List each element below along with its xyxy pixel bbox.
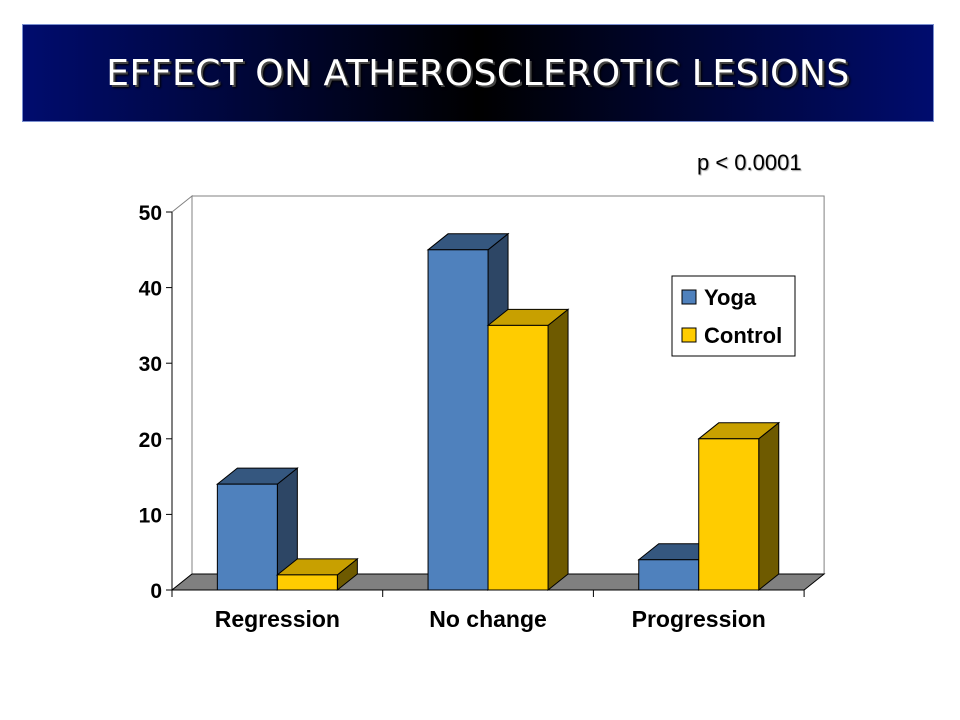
bars [215,232,781,592]
bar [486,308,570,592]
legend-label: Control [704,323,782,348]
bar-front [216,483,278,591]
bar-side [758,421,780,592]
legend-swatch [681,289,697,305]
legend-swatch [681,327,697,343]
x-category-label: Regression [215,606,340,632]
bar-front [638,559,700,591]
bar [215,467,299,592]
bar-front [487,324,549,591]
bar-side [547,308,569,592]
legend: Yoga Control [671,275,796,357]
bar [697,421,781,592]
side-wall [171,194,193,592]
slide-title: EFFECT ON ATHEROSCLEROTIC LESIONS [106,52,850,94]
p-value-annotation: p < 0.0001 [697,150,802,175]
y-axis: 0 10 20 30 40 50 [139,202,173,603]
bar-front [698,438,760,591]
bar [275,557,359,592]
bar-front [276,574,338,591]
y-tick-label: 0 [150,580,162,603]
y-tick-label: 20 [139,429,162,452]
x-category-label: Progression [632,606,766,632]
x-axis: Regression No change Progression [171,589,805,632]
x-category-label: No change [429,606,547,632]
y-tick-label: 30 [139,353,162,376]
y-tick-label: 10 [139,504,162,527]
y-tick-label: 50 [139,202,162,225]
title-banner: EFFECT ON ATHEROSCLEROTIC LESIONS [22,24,934,122]
legend-label: Yoga [704,285,757,310]
bar-front [427,249,489,591]
y-tick-label: 40 [139,278,162,301]
legend-box [671,275,796,357]
